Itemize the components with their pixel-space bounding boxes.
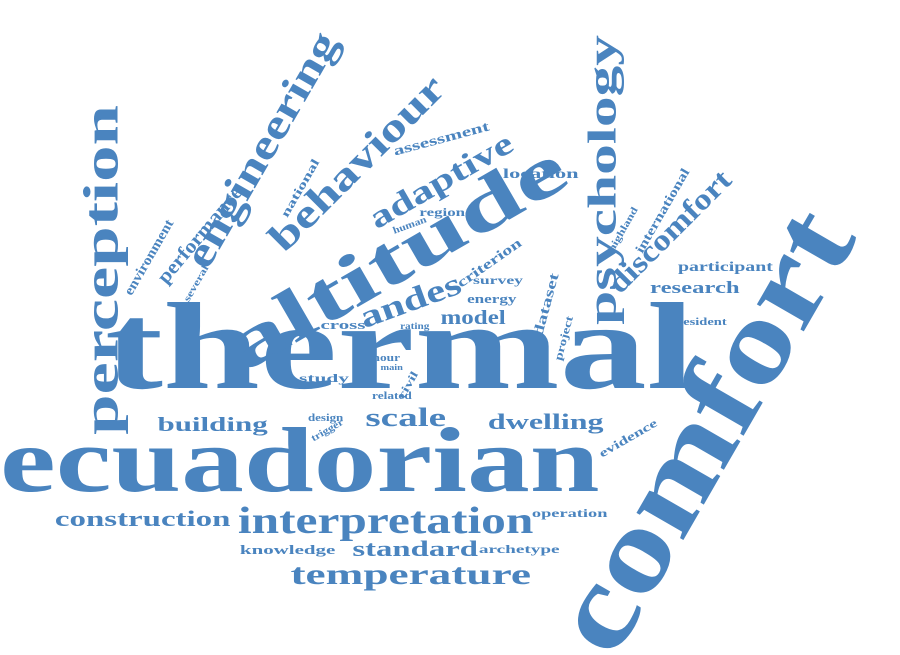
word-energy: energy [467, 290, 517, 306]
word-dwelling: dwelling [487, 409, 604, 434]
word-building: building [156, 414, 268, 436]
word-region: region [419, 205, 466, 219]
word-design: design [307, 413, 343, 424]
word-temperature: temperature [289, 558, 531, 591]
word-study: study [298, 371, 350, 385]
word-archetype: archetype [478, 542, 560, 556]
word-scale: scale [364, 403, 446, 432]
word-standard: standard [352, 536, 478, 561]
word-main: main [379, 363, 403, 372]
word-thermal: thermal [104, 278, 696, 415]
word-interpretation: interpretation [237, 500, 533, 542]
word-related: related [372, 391, 412, 402]
word-resident: resident [677, 315, 727, 328]
word-perception: perception [71, 105, 128, 435]
word-research: research [650, 277, 740, 297]
word-construction: construction [54, 506, 230, 531]
word-participant: participant [677, 260, 773, 275]
word-hour: hour [372, 351, 400, 364]
word-model: model [440, 307, 506, 329]
word-location: location [502, 167, 579, 182]
word-operation: operation [531, 506, 607, 520]
word-knowledge: knowledge [239, 541, 335, 557]
word-ecuadorian: ecuadorian [0, 409, 600, 511]
word-cross: cross [320, 316, 366, 332]
word-rating: rating [400, 320, 430, 331]
word-survey: survey [472, 273, 524, 287]
